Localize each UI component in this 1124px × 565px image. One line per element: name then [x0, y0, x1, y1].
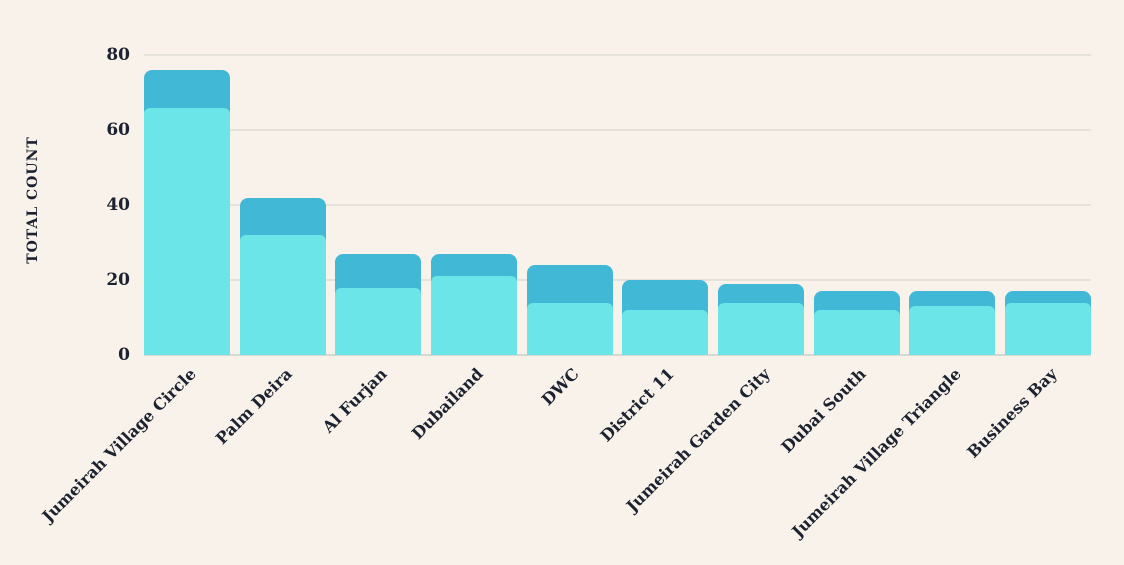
bar[interactable]: [909, 291, 996, 355]
gridline: [144, 129, 1091, 131]
x-axis-label: Business Bay: [963, 364, 1061, 462]
x-axis-label: Jumeirah Village Circle: [38, 364, 200, 526]
x-axis-label: Al Furjan: [318, 364, 392, 437]
bar-segment-bottom[interactable]: [909, 306, 996, 355]
y-tick-label: 80: [106, 45, 130, 65]
bar-segment-bottom[interactable]: [1005, 302, 1091, 355]
bar[interactable]: [239, 197, 326, 355]
bar-segment-bottom[interactable]: [718, 302, 804, 355]
x-axis-label: Dubai South: [777, 364, 870, 457]
bar[interactable]: [335, 253, 422, 355]
bar[interactable]: [718, 283, 804, 355]
bar-segment-bottom[interactable]: [622, 310, 709, 355]
y-tick-label: 60: [106, 120, 130, 140]
bar-segment-bottom[interactable]: [239, 235, 326, 355]
x-axis-label: Jumeirah Village Triangle: [788, 364, 966, 541]
gridline: [144, 279, 1091, 281]
y-tick-label: 20: [106, 270, 130, 290]
bar[interactable]: [622, 280, 709, 355]
gridline: [144, 54, 1091, 56]
x-axis-label: District 11: [596, 364, 679, 446]
y-tick-label: 0: [118, 345, 130, 365]
x-axis-line: [144, 354, 1091, 356]
x-axis-label: Jumeirah Garden City: [622, 364, 774, 516]
bar[interactable]: [431, 253, 517, 355]
x-axis-label: Palm Deira: [211, 364, 296, 449]
x-axis-label: Dubailand: [407, 364, 487, 444]
bar[interactable]: [526, 265, 613, 355]
bar-segment-bottom[interactable]: [813, 310, 900, 355]
bar-segment-bottom[interactable]: [335, 287, 422, 355]
x-axis-label: DWC: [537, 364, 583, 410]
bar[interactable]: [144, 70, 230, 355]
bar[interactable]: [813, 291, 900, 355]
bar-segment-bottom[interactable]: [144, 107, 230, 355]
bar-segment-bottom[interactable]: [431, 276, 517, 355]
y-tick-label: 40: [106, 195, 130, 215]
bar[interactable]: [1005, 291, 1091, 355]
bar-segment-bottom[interactable]: [526, 302, 613, 355]
gridline: [144, 204, 1091, 206]
